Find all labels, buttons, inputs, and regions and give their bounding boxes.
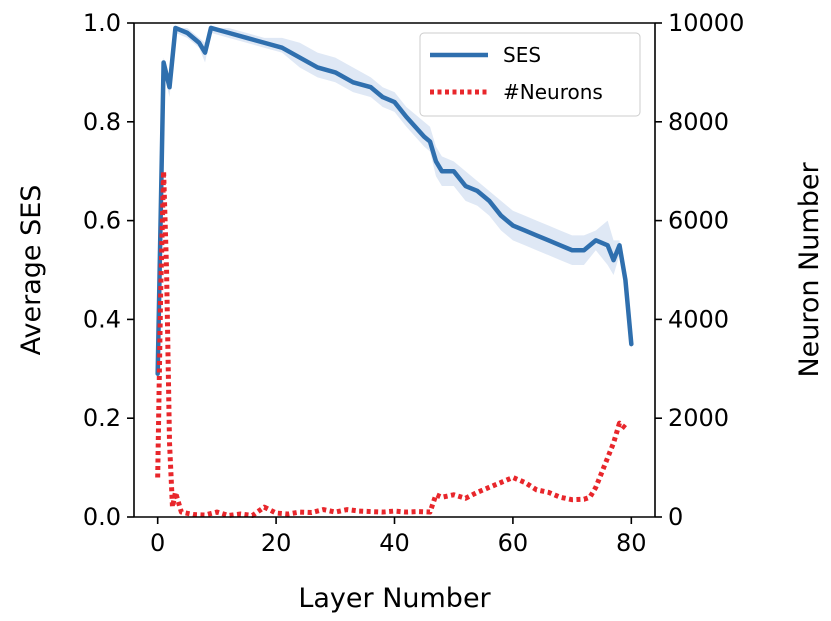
right-y-tick-label: 2000 bbox=[668, 404, 729, 432]
ses-confidence-band-layer bbox=[157, 27, 632, 379]
right-y-tick-label: 8000 bbox=[668, 108, 729, 136]
ses-line bbox=[155, 25, 634, 376]
legend-label-neurons: #Neurons bbox=[503, 80, 603, 104]
x-axis-title: Layer Number bbox=[298, 583, 491, 614]
right-y-tick-label: 6000 bbox=[668, 207, 729, 235]
left-y-tick-label: 1.0 bbox=[83, 9, 121, 37]
right-y-tick-label: 0 bbox=[668, 503, 683, 531]
neurons-line bbox=[155, 168, 628, 519]
ticks-layer: 0 20 40 60 80 0.0 0.2 0.4 0.6 0.8 1.0 0 2000 4000 6000… bbox=[83, 9, 745, 557]
right-y-tick-label: 10000 bbox=[668, 9, 744, 37]
left-y-axis-title: Average SES bbox=[16, 185, 47, 356]
legend: SES #Neurons bbox=[419, 32, 641, 117]
ses-band bbox=[157, 27, 632, 379]
left-y-tick-label: 0.2 bbox=[83, 404, 121, 432]
legend-label-ses: SES bbox=[503, 43, 541, 67]
right-y-axis-title: Neuron Number bbox=[794, 162, 825, 378]
left-y-tick-label: 0.4 bbox=[83, 305, 121, 333]
x-tick-label: 80 bbox=[616, 529, 647, 557]
left-y-tick-label: 0.6 bbox=[83, 207, 121, 235]
x-tick-label: 60 bbox=[498, 529, 529, 557]
right-y-tick-label: 4000 bbox=[668, 305, 729, 333]
left-y-tick-label: 0.8 bbox=[83, 108, 121, 136]
x-tick-label: 40 bbox=[379, 529, 410, 557]
x-tick-label: 0 bbox=[150, 529, 165, 557]
left-y-tick-label: 0.0 bbox=[83, 503, 121, 531]
x-tick-label: 20 bbox=[261, 529, 292, 557]
series-lines-layer bbox=[155, 25, 634, 519]
